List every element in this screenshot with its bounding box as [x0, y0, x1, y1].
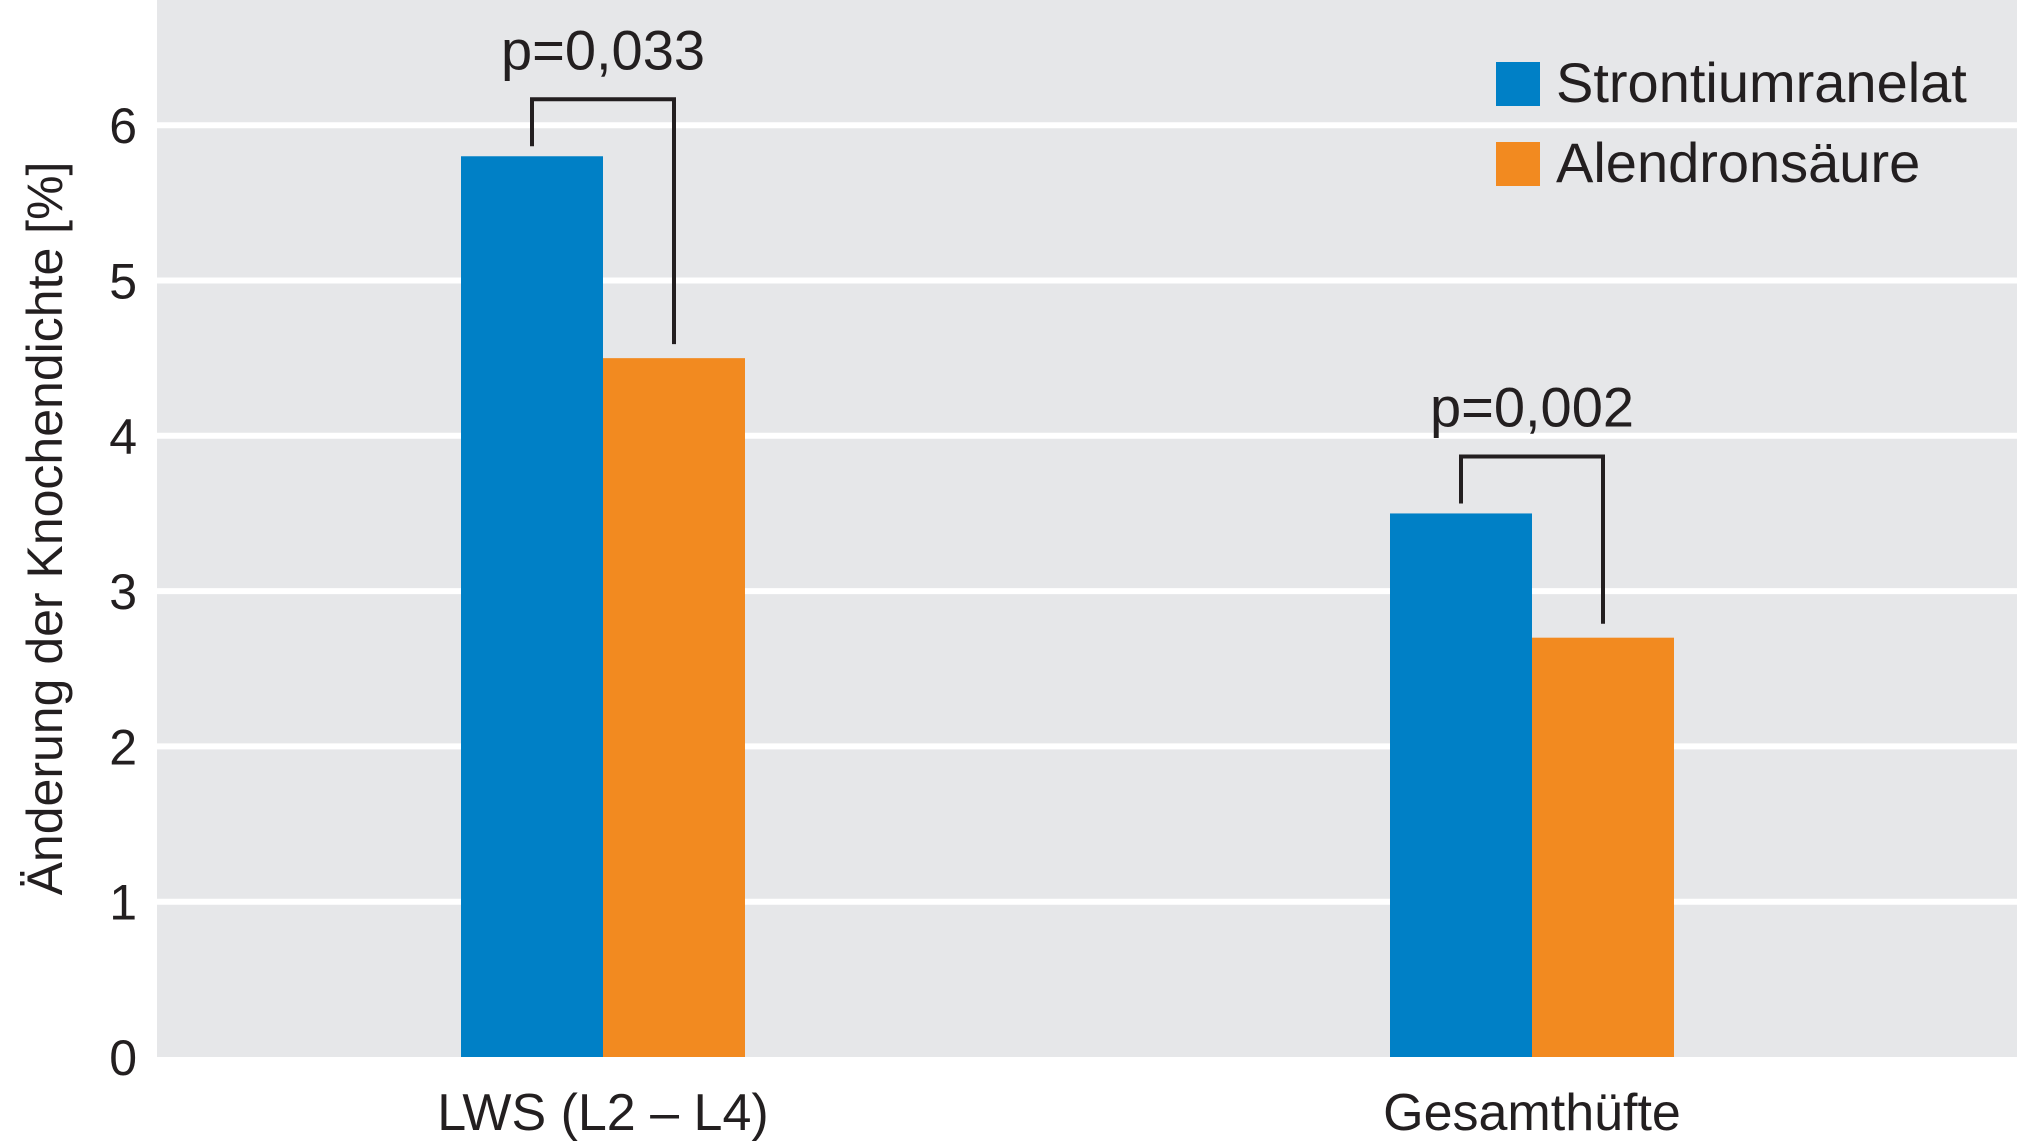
y-axis-title: Änderung der Knochendichte [%]: [17, 162, 73, 896]
y-tick-label: 1: [109, 875, 137, 931]
p-value-label: p=0,002: [1430, 375, 1634, 438]
x-category-label: Gesamthüfte: [1383, 1084, 1681, 1142]
y-tick-label: 4: [109, 409, 137, 465]
y-axis-ticks: 0 1 2 3 4 5 6: [109, 98, 137, 1086]
legend: Strontiumranelat Alendronsäure: [1496, 51, 1967, 194]
bar-strontiumranelat-0: [461, 156, 603, 1057]
bar-alendronsäure-0: [603, 358, 745, 1057]
y-tick-label: 6: [109, 98, 137, 154]
x-axis-categories: LWS (L2 – L4) Gesamthüfte: [437, 1084, 1681, 1142]
legend-swatch: [1496, 62, 1540, 106]
y-tick-label: 0: [109, 1030, 137, 1086]
significance-bracket: [530, 97, 676, 345]
legend-label: Strontiumranelat: [1556, 51, 1967, 114]
y-tick-label: 3: [109, 564, 137, 620]
p-value-label: p=0,033: [501, 18, 705, 81]
significance-annotations: p=0,033 p=0,002: [501, 18, 1634, 624]
bar-strontiumranelat-1: [1390, 513, 1532, 1057]
bar-alendronsäure-1: [1532, 637, 1674, 1057]
y-tick-label: 5: [109, 254, 137, 310]
significance-bracket: [1459, 454, 1605, 624]
y-tick-label: 2: [109, 719, 137, 775]
legend-label: Alendronsäure: [1556, 131, 1920, 194]
x-category-label: LWS (L2 – L4): [437, 1084, 768, 1142]
legend-swatch: [1496, 142, 1540, 186]
bars: [461, 156, 1674, 1057]
